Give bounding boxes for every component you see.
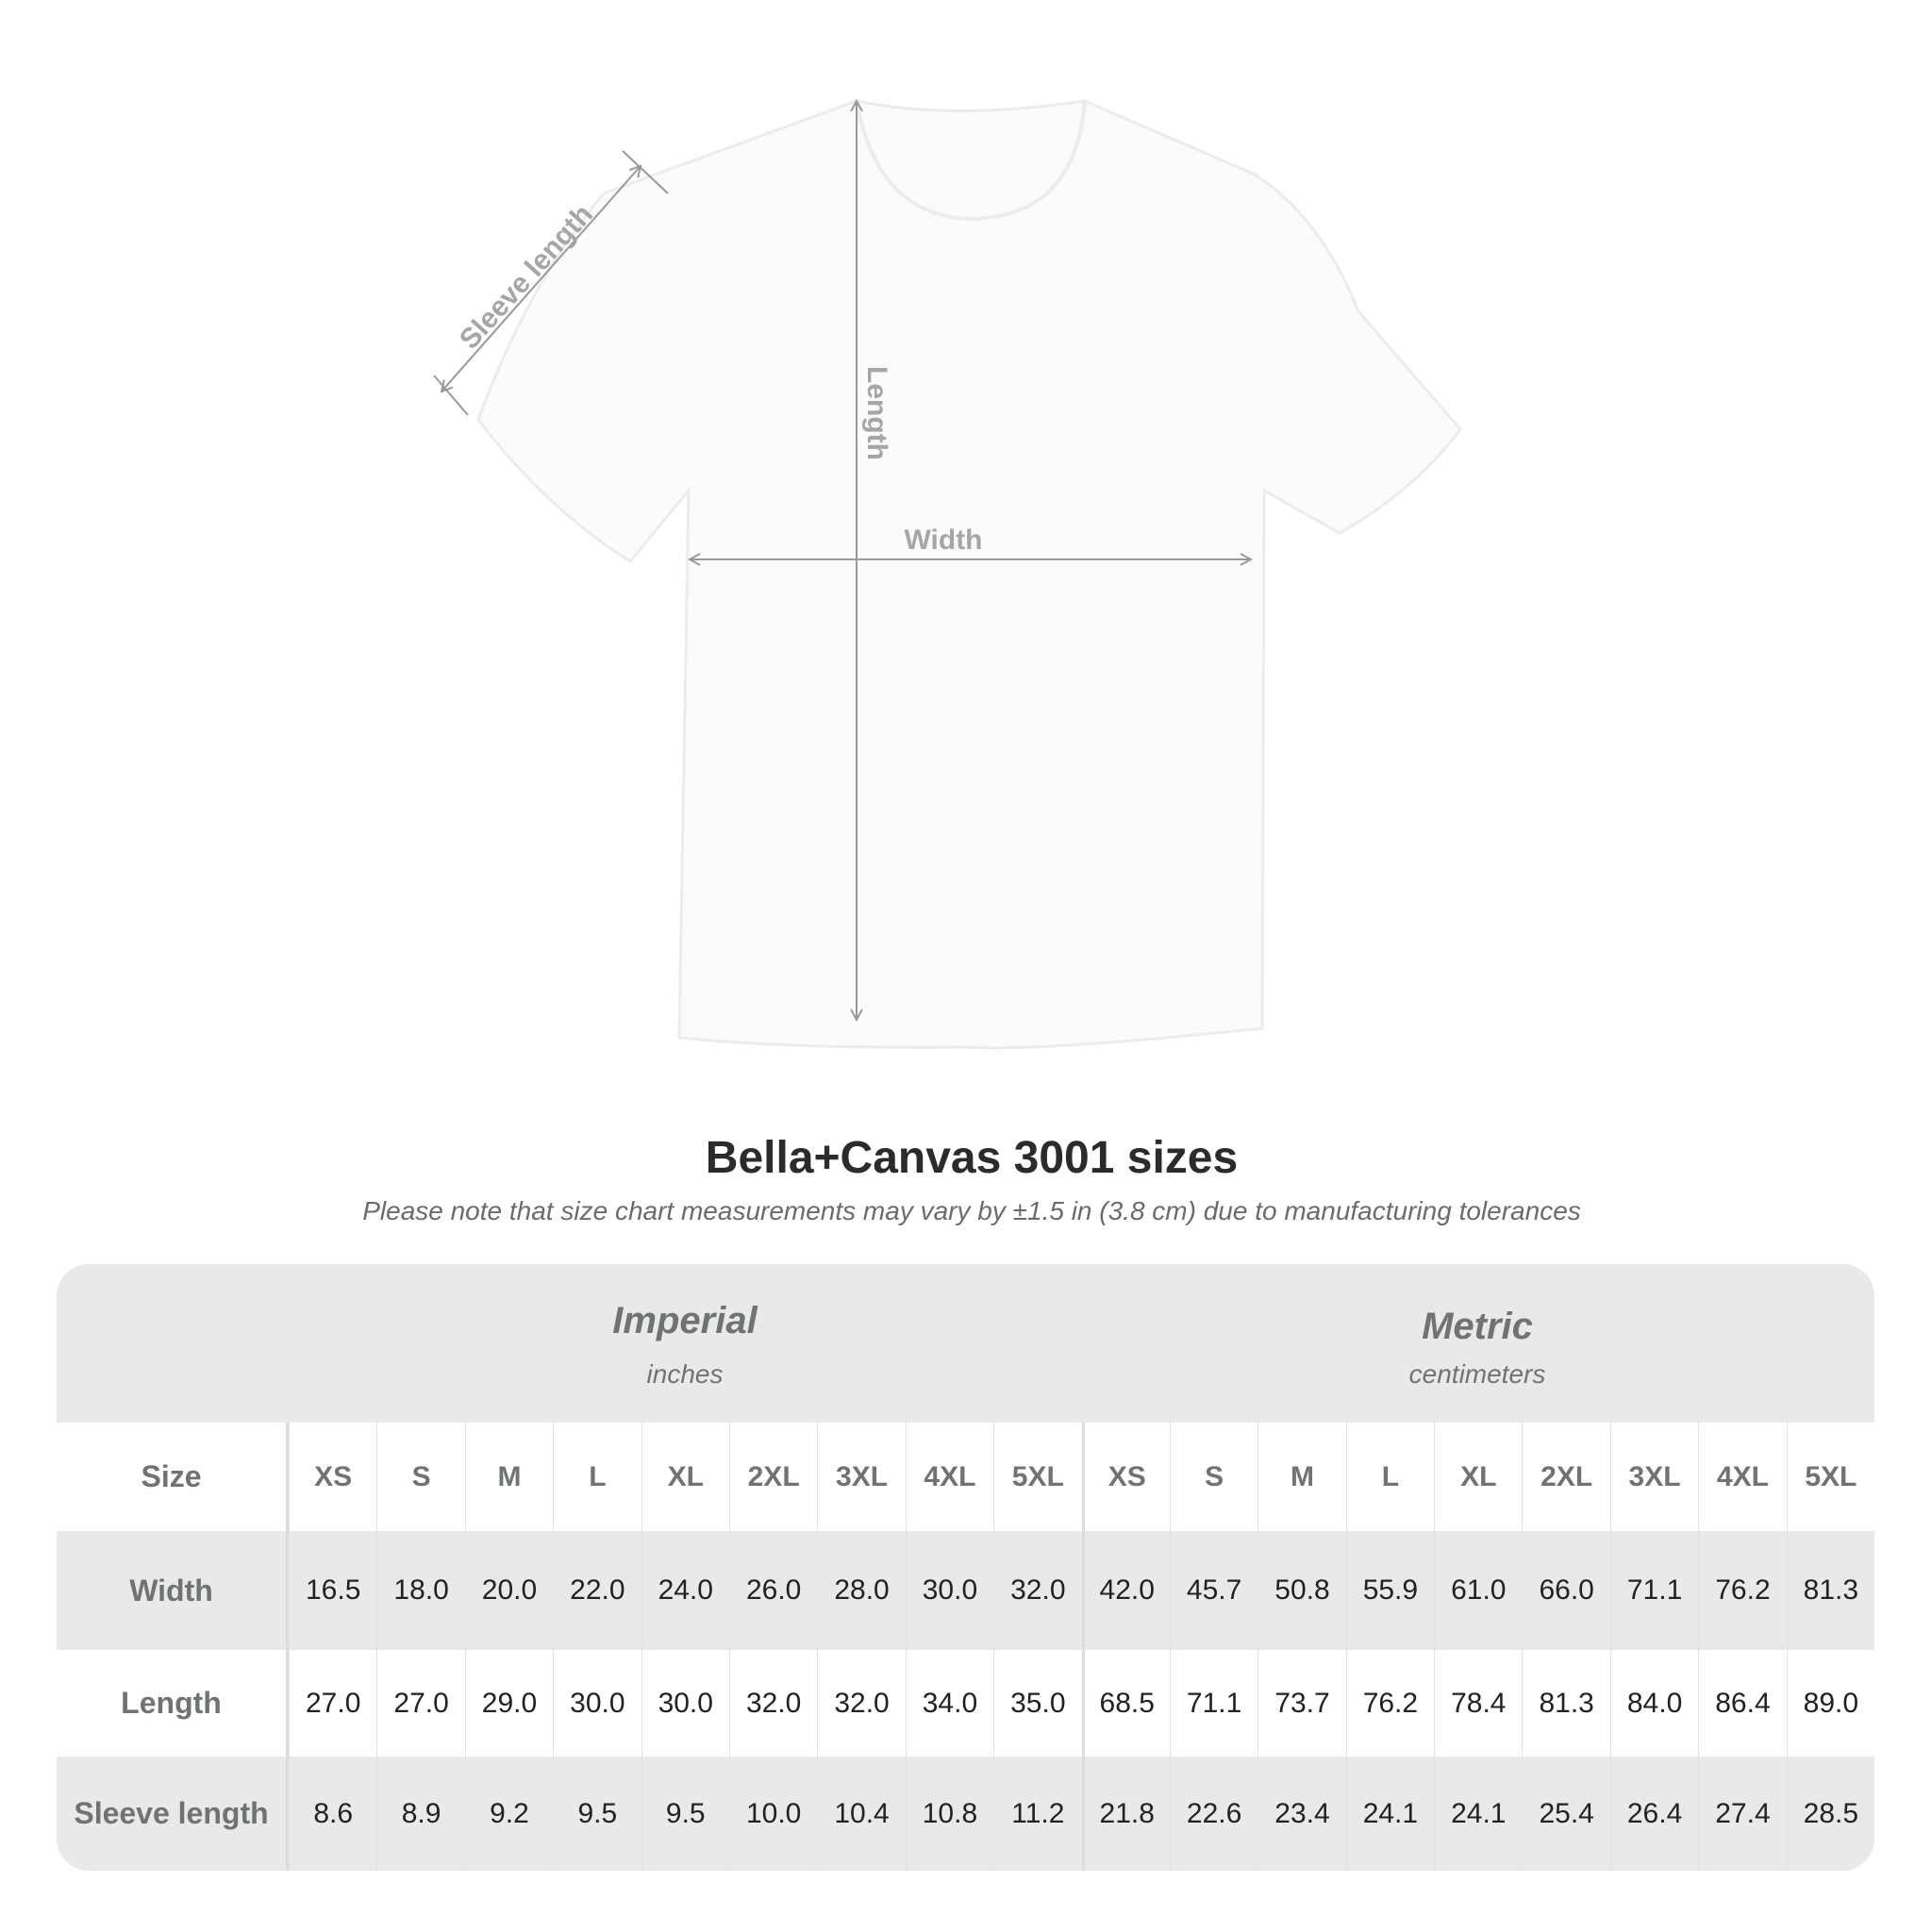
metric-group: Metric centimeters <box>1081 1306 1874 1390</box>
table-cell: 21.8 <box>1081 1757 1170 1871</box>
size-header-imperial-m: M <box>464 1423 553 1531</box>
size-header-imperial-xs: XS <box>289 1423 376 1531</box>
size-header-imperial-5xl: 5XL <box>993 1423 1081 1531</box>
imperial-heading: Imperial <box>612 1300 758 1341</box>
table-cell: 24.0 <box>641 1531 729 1650</box>
table-cell: 10.4 <box>817 1757 905 1871</box>
table-row: Sleeve length 8.6 8.9 9.2 9.5 9.5 10.0 10.4 10.8… <box>57 1757 1874 1871</box>
table-cell: 45.7 <box>1169 1531 1257 1650</box>
table-cell: 55.9 <box>1345 1531 1434 1650</box>
row-label: Length <box>57 1650 289 1757</box>
table-cell: 68.5 <box>1081 1650 1170 1757</box>
table-cell: 18.0 <box>376 1531 464 1650</box>
tshirt-collar <box>855 100 1087 222</box>
table-cell: 71.1 <box>1169 1650 1257 1757</box>
length-label: Length <box>861 366 892 460</box>
tolerance-note: Please note that size chart measurements… <box>362 1196 1581 1225</box>
size-header-imperial-xl: XL <box>641 1423 729 1531</box>
table-cell: 34.0 <box>905 1650 993 1757</box>
table-cell: 32.0 <box>817 1650 905 1757</box>
table-cell: 11.2 <box>993 1757 1081 1871</box>
table-cell: 32.0 <box>993 1531 1081 1650</box>
table-cell: 30.0 <box>905 1531 993 1650</box>
size-header-imperial-4xl: 4XL <box>905 1423 993 1531</box>
table-cell: 22.6 <box>1169 1757 1257 1871</box>
unit-header <box>57 1264 1874 1423</box>
table-cell: 27.0 <box>289 1650 376 1757</box>
size-label: Size <box>57 1423 289 1531</box>
table-cell: 32.0 <box>728 1650 817 1757</box>
table-cell: 81.3 <box>1522 1650 1609 1757</box>
table-cell: 24.1 <box>1434 1757 1522 1871</box>
table-cell: 35.0 <box>993 1650 1081 1757</box>
table-cell: 26.4 <box>1609 1757 1698 1871</box>
table-cell: 42.0 <box>1081 1531 1170 1650</box>
size-header-metric-xs: XS <box>1081 1423 1170 1531</box>
metric-unit: centimeters <box>1408 1359 1546 1389</box>
row-label: Sleeve length <box>57 1757 289 1871</box>
size-header-imperial-3xl: 3XL <box>817 1423 905 1531</box>
table-cell: 29.0 <box>464 1650 553 1757</box>
size-header-metric-xl: XL <box>1434 1423 1522 1531</box>
table-cell: 9.5 <box>641 1757 729 1871</box>
size-header-metric-l: L <box>1345 1423 1434 1531</box>
table-cell: 22.0 <box>553 1531 641 1650</box>
size-header-metric-s: S <box>1169 1423 1257 1531</box>
imperial-group: Imperial inches <box>289 1300 1081 1390</box>
table-cell: 10.8 <box>905 1757 993 1871</box>
row-label: Width <box>57 1531 289 1650</box>
size-header-metric-m: M <box>1257 1423 1345 1531</box>
table-cell: 61.0 <box>1434 1531 1522 1650</box>
table-cell: 27.4 <box>1698 1757 1786 1871</box>
size-header-imperial-2xl: 2XL <box>728 1423 817 1531</box>
table-cell: 81.3 <box>1786 1531 1874 1650</box>
table-cell: 30.0 <box>553 1650 641 1757</box>
table-cell: 9.2 <box>464 1757 553 1871</box>
size-header-metric-3xl: 3XL <box>1609 1423 1698 1531</box>
metric-heading: Metric <box>1422 1306 1533 1347</box>
table-cell: 28.0 <box>817 1531 905 1650</box>
table-cell: 20.0 <box>464 1531 553 1650</box>
table-cell: 27.0 <box>376 1650 464 1757</box>
table-cell: 10.0 <box>728 1757 817 1871</box>
page-title: Bella+Canvas 3001 sizes <box>705 1133 1239 1183</box>
tshirt-shape <box>476 99 1462 1050</box>
table-row: Length 27.0 27.0 29.0 30.0 30.0 32.0 32.0 34.0 35… <box>57 1650 1874 1757</box>
table-cell: 16.5 <box>289 1531 376 1650</box>
table-cell: 84.0 <box>1609 1650 1698 1757</box>
table-cell: 66.0 <box>1522 1531 1609 1650</box>
table-cell: 86.4 <box>1698 1650 1786 1757</box>
table-cell: 50.8 <box>1257 1531 1345 1650</box>
size-header-imperial-s: S <box>376 1423 464 1531</box>
table-cell: 23.4 <box>1257 1757 1345 1871</box>
table-cell: 30.0 <box>641 1650 729 1757</box>
table-cell: 24.1 <box>1345 1757 1434 1871</box>
table-cell: 28.5 <box>1786 1757 1874 1871</box>
size-header-metric-5xl: 5XL <box>1786 1423 1874 1531</box>
imperial-unit: inches <box>646 1359 724 1389</box>
table-cell: 9.5 <box>553 1757 641 1871</box>
sleeve-arrow <box>441 166 641 391</box>
tshirt-diagram: Sleeve length Length Width <box>433 0 1462 1050</box>
width-label: Width <box>904 525 982 556</box>
size-header-metric-4xl: 4XL <box>1698 1423 1786 1531</box>
table-cell: 76.2 <box>1698 1531 1786 1650</box>
table-cell: 73.7 <box>1257 1650 1345 1757</box>
size-table: Imperial inches Metric centimeters Size X… <box>57 1264 1874 1871</box>
table-cell: 26.0 <box>728 1531 817 1650</box>
table-cell: 25.4 <box>1522 1757 1609 1871</box>
table-cell: 89.0 <box>1786 1650 1874 1757</box>
table-cell: 78.4 <box>1434 1650 1522 1757</box>
table-cell: 8.9 <box>376 1757 464 1871</box>
size-header-metric-2xl: 2XL <box>1522 1423 1609 1531</box>
size-row: Size XS S M L XL 2XL 3XL 4XL 5XL XS S M L XL 2XL 3XL 4XL 5… <box>57 1423 1874 1531</box>
table-cell: 71.1 <box>1609 1531 1698 1650</box>
size-header-imperial-l: L <box>553 1423 641 1531</box>
table-row: Width 16.5 18.0 20.0 22.0 24.0 26.0 28.0 30.0 32.… <box>57 1531 1874 1650</box>
table-cell: 76.2 <box>1345 1650 1434 1757</box>
table-cell: 8.6 <box>289 1757 376 1871</box>
